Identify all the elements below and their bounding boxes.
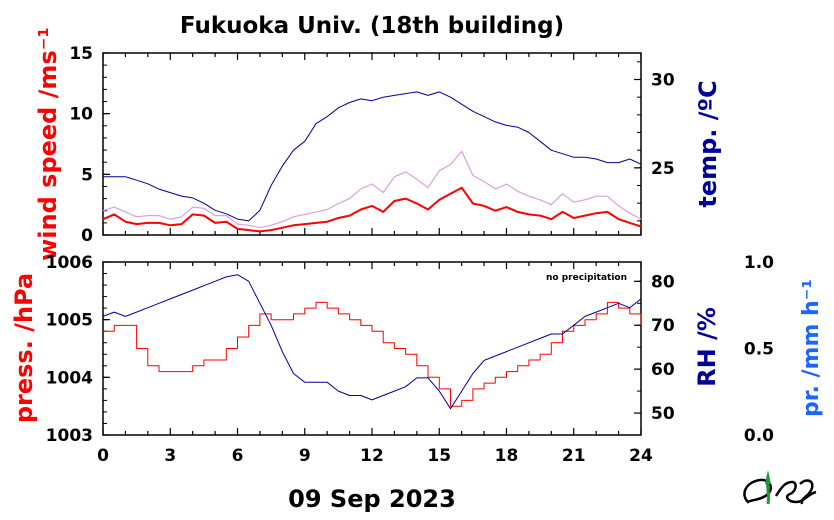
logo-icon (743, 470, 817, 505)
precip-axis-ticks: 0.0 0.5 1.0 (744, 253, 774, 446)
temp-axis-ticks: 25 30 (634, 61, 675, 222)
bottom-series (102, 274, 642, 410)
x-tick-label: 6 (232, 446, 244, 466)
y-tick-label: 1005 (46, 311, 93, 331)
x-tick-label: 21 (562, 446, 586, 466)
press-axis-label: press. /hPa (10, 273, 38, 423)
top-x-ticks (102, 53, 642, 235)
press-axis-ticks: 1003 1004 1005 1006 (46, 253, 110, 446)
bottom-x-ticks: 0 3 6 9 12 15 18 21 24 (97, 262, 653, 466)
y-tick-label: 1.0 (744, 253, 774, 273)
y-tick-label: 1004 (46, 368, 93, 388)
y-tick-label: 1006 (46, 253, 93, 273)
x-tick-label: 24 (629, 446, 653, 466)
y-tick-label: 60 (651, 360, 675, 380)
top-panel: 0 5 10 15 25 30 wind speed /ms⁻¹ temp. /ºC (34, 27, 722, 261)
bottom-panel: 1003 1004 1005 1006 50 60 70 80 0.0 0.5 1.0 0 3 6 9… (10, 253, 824, 466)
top-panel-frame (102, 52, 642, 236)
x-tick-label: 18 (495, 446, 519, 466)
bottom-panel-frame (102, 261, 642, 436)
date-label: 09 Sep 2023 (288, 485, 456, 513)
x-tick-label: 0 (97, 446, 109, 466)
pressure-line (103, 301, 642, 407)
y-tick-label: 25 (651, 159, 675, 179)
wind-axis-label: wind speed /ms⁻¹ (34, 27, 62, 261)
rh-axis-label: RH /% (693, 307, 721, 387)
chart-title: Fukuoka Univ. (18th building) (180, 13, 564, 39)
y-tick-label: 80 (651, 272, 675, 292)
y-tick-label: 15 (69, 44, 93, 64)
y-tick-label: 10 (69, 105, 93, 125)
y-tick-label: 0.0 (744, 426, 774, 446)
x-tick-label: 9 (299, 446, 311, 466)
no-precipitation-note: no precipitation (546, 273, 627, 283)
temperature-line (103, 91, 642, 222)
temp-axis-label: temp. /ºC (694, 80, 722, 207)
y-tick-label: 70 (651, 316, 675, 336)
y-tick-label: 0.5 (744, 340, 774, 360)
y-tick-label: 5 (81, 165, 93, 185)
x-tick-label: 3 (164, 446, 176, 466)
y-tick-label: 0 (81, 226, 93, 246)
wind-speed-line (102, 186, 642, 233)
wind-gust-line (102, 150, 642, 229)
top-series (102, 91, 642, 233)
x-tick-label: 12 (360, 446, 384, 466)
wind-axis-ticks: 0 5 10 15 (69, 44, 110, 246)
humidity-line (102, 274, 642, 410)
y-tick-label: 1003 (46, 426, 93, 446)
y-tick-label: 50 (651, 404, 675, 424)
x-tick-label: 15 (427, 446, 451, 466)
rh-axis-ticks: 50 60 70 80 (634, 272, 675, 436)
precip-axis-label: pr. /mm h⁻¹ (799, 279, 824, 417)
y-tick-label: 30 (651, 71, 675, 91)
